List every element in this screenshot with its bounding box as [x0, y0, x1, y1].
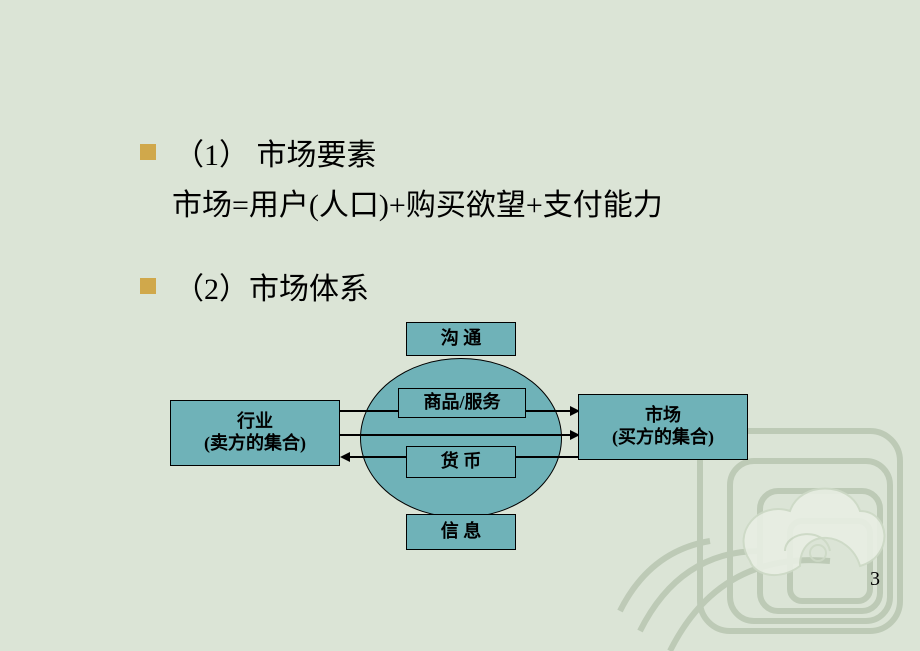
node-mid-lower: 货 币: [406, 446, 516, 478]
cloud-ornament-icon: [730, 471, 890, 581]
node-right: 市场 (买方的集合): [578, 394, 748, 460]
page-number: 3: [870, 568, 880, 591]
node-left: 行业 (卖方的集合): [170, 400, 340, 466]
square-bullet-icon: [140, 278, 156, 294]
node-left-line1: 行业: [237, 411, 273, 433]
node-right-line2: (买方的集合): [612, 427, 714, 449]
content-area: （1） 市场要素 市场=用户(人口)+购买欲望+支付能力 （2）市场体系: [140, 130, 663, 314]
square-bullet-icon: [140, 144, 156, 160]
node-left-line2: (卖方的集合): [204, 433, 306, 455]
bullet-2: （2）市场体系: [140, 264, 663, 308]
bullet-1-sub: 市场=用户(人口)+购买欲望+支付能力: [172, 180, 663, 224]
bullet-1-label: （1） 市场要素: [174, 130, 377, 174]
bullet-1: （1） 市场要素: [140, 130, 663, 174]
node-top-label: 沟 通: [441, 328, 482, 350]
node-top: 沟 通: [406, 322, 516, 356]
market-system-diagram: 行业 (卖方的集合) 市场 (买方的集合) 沟 通 商品/服务 货 币 信 息: [170, 322, 750, 562]
node-bottom: 信 息: [406, 514, 516, 550]
node-mid-upper: 商品/服务: [398, 388, 526, 418]
center-ellipse: [360, 358, 562, 518]
bullet-2-label: （2）市场体系: [174, 264, 369, 308]
node-right-line1: 市场: [645, 405, 681, 427]
slide: （1） 市场要素 市场=用户(人口)+购买欲望+支付能力 （2）市场体系 行业 …: [0, 0, 920, 651]
node-mid-upper-label: 商品/服务: [423, 392, 500, 414]
node-bottom-label: 信 息: [441, 521, 482, 543]
node-mid-lower-label: 货 币: [441, 451, 482, 473]
